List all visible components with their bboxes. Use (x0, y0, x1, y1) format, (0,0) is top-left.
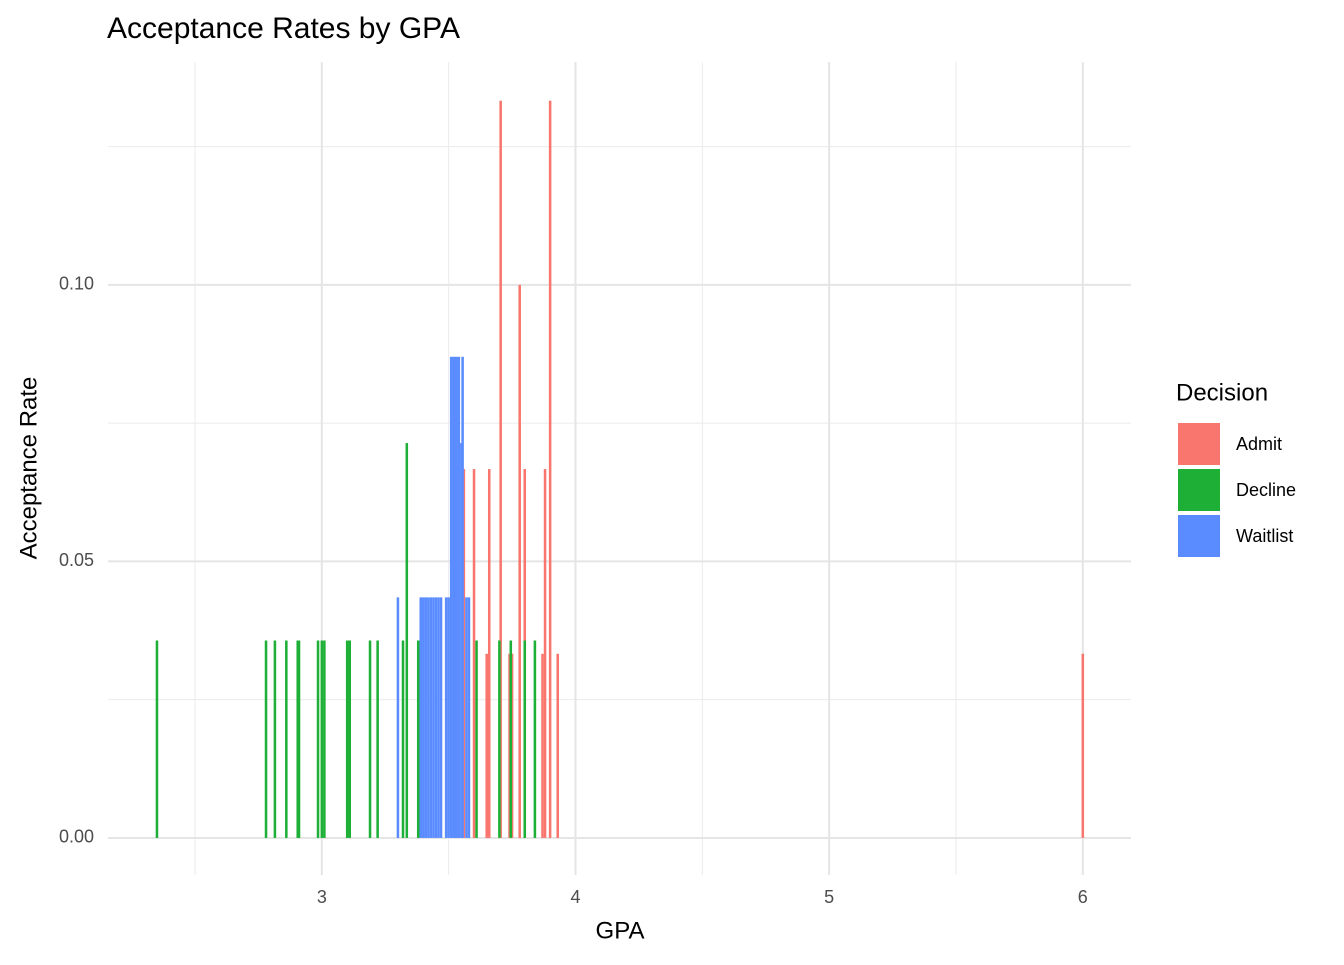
bar (427, 597, 430, 838)
bar (297, 640, 301, 838)
chart-title: Acceptance Rates by GPA (107, 12, 460, 45)
bar (447, 597, 450, 838)
bar (460, 443, 463, 838)
bar (548, 100, 552, 838)
legend-label: Waitlist (1236, 526, 1293, 546)
bar (518, 284, 521, 838)
bar (541, 653, 544, 838)
bar (264, 640, 268, 838)
bar (368, 640, 372, 838)
bar (487, 469, 491, 838)
bar (323, 640, 326, 838)
bar (449, 356, 453, 838)
bar (439, 597, 443, 838)
bar (472, 469, 476, 838)
bar (457, 356, 461, 838)
bar (543, 469, 547, 838)
bar (533, 640, 537, 838)
bar (429, 597, 433, 838)
bar (485, 653, 488, 838)
bar (509, 640, 513, 838)
legend-key (1178, 423, 1220, 465)
bar (422, 597, 425, 838)
bar (432, 597, 435, 838)
bar (316, 640, 320, 838)
x-tick-label: 5 (824, 887, 834, 907)
bar (455, 356, 458, 838)
legend-key (1178, 515, 1220, 557)
bar (437, 597, 440, 838)
bar (556, 653, 560, 838)
bar (285, 640, 288, 838)
bar (424, 597, 428, 838)
bar (273, 640, 277, 838)
legend-key (1178, 469, 1220, 511)
bar (419, 597, 423, 838)
bar (401, 640, 405, 838)
bar (475, 640, 478, 838)
x-tick-label: 4 (570, 887, 580, 907)
y-tick-label: 0.00 (59, 827, 94, 847)
x-tick-label: 6 (1078, 887, 1088, 907)
y-tick-label: 0.05 (59, 550, 94, 570)
bar (376, 640, 379, 838)
bar (499, 100, 502, 838)
bar (467, 597, 471, 838)
bar (444, 597, 448, 838)
bar (320, 640, 324, 838)
y-tick-label: 0.10 (59, 274, 94, 294)
bar (434, 597, 438, 838)
bar (523, 640, 527, 838)
bar (452, 356, 456, 838)
bar (345, 640, 349, 838)
bar (465, 597, 468, 838)
y-axis-label: Acceptance Rate (15, 377, 42, 560)
legend-title: Decision (1176, 379, 1268, 406)
bar (1081, 653, 1085, 838)
x-tick-label: 3 (317, 887, 327, 907)
legend-label: Decline (1236, 480, 1296, 500)
bar (461, 356, 464, 838)
bar (498, 640, 501, 838)
bar (396, 597, 400, 838)
legend-label: Admit (1236, 434, 1282, 454)
x-axis-label: GPA (596, 917, 645, 944)
bar (405, 443, 409, 838)
bar (348, 640, 352, 838)
bar (155, 640, 159, 838)
bar (416, 640, 420, 838)
